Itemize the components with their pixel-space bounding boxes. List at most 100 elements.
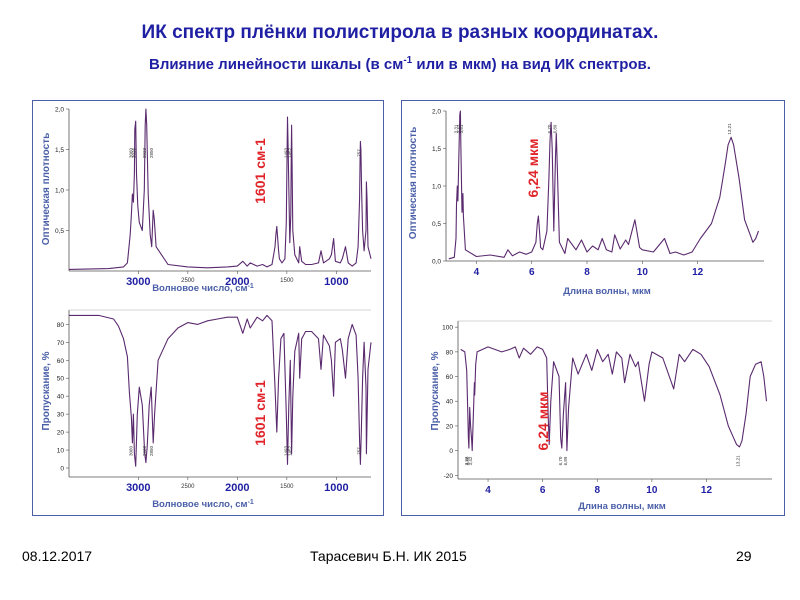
- footer-date: 08.12.2017: [22, 548, 93, 564]
- x-tick-label: 4: [474, 267, 480, 278]
- x-axis-label-superscript: -1: [248, 499, 254, 506]
- spectrum-line: [448, 110, 760, 260]
- x-tick-label: 6: [540, 485, 546, 496]
- y-tick-label: 20: [446, 423, 454, 430]
- x-axis-label: Волновое число, см-1: [152, 283, 254, 294]
- peak-label: 13,21: [727, 123, 732, 135]
- x-tick-label-minor: 1500: [280, 278, 294, 284]
- peak-label: 757: [356, 447, 361, 455]
- y-tick-label: 1,0: [432, 184, 441, 191]
- peak-label: 2850: [149, 445, 154, 456]
- x-axis-label: Волновое число, см-1: [152, 499, 254, 510]
- y-tick-label: 0,5: [55, 228, 64, 235]
- y-axis-label: Оптическая плотность: [408, 127, 419, 239]
- x-tick-label: 10: [646, 485, 658, 496]
- peak-label: 2850: [149, 147, 154, 158]
- spectrum-line: [68, 108, 372, 270]
- y-tick-label: 40: [57, 394, 65, 401]
- peak-label: 1452: [288, 445, 293, 456]
- annotation-peak-label: 1601 см-1: [252, 380, 268, 446]
- y-tick-label: 80: [57, 322, 65, 329]
- peak-label: 757: [356, 149, 361, 157]
- peak-label: 3,42: [468, 456, 473, 465]
- x-tick-label: 4: [485, 485, 491, 496]
- slide-title: ИК спектр плёнки полистирола в разных ко…: [141, 22, 659, 43]
- peak-label: 3,30: [465, 456, 470, 465]
- x-tick-label-major: 1000: [324, 276, 348, 288]
- x-tick-label: 12: [692, 267, 704, 278]
- footer-author: Тарасевич Б.Н. ИК 2015: [310, 548, 467, 564]
- y-tick-label: 70: [57, 340, 65, 347]
- peak-label: 1493: [284, 445, 289, 456]
- peak-label: 3,42: [456, 124, 461, 133]
- subtitle-superscript: -1: [403, 55, 413, 66]
- x-tick-label-major: 3000: [126, 276, 150, 288]
- x-tick-label: 8: [594, 485, 600, 496]
- y-tick-label: 20: [57, 430, 65, 437]
- x-tick-label: 8: [584, 267, 590, 278]
- annotation-peak-label: 6,24 мкм: [525, 139, 541, 198]
- y-tick-label: 60: [446, 374, 454, 381]
- x-tick-label: 10: [637, 267, 649, 278]
- peak-label: 6,70: [547, 124, 552, 133]
- peak-label: 3,31: [453, 124, 458, 133]
- chart-absorbance-wavelength: 0,0 0,5 1,0 1,5 2,0 4 6 8 10 12 Оптическая плотнос…: [408, 109, 764, 297]
- x-tick-label-minor: 2500: [181, 484, 195, 490]
- annotation-peak-label: 6,24 мкм: [535, 392, 551, 451]
- peak-label: 13,21: [736, 455, 741, 467]
- y-axis-label: Оптическая плотность: [41, 133, 52, 245]
- x-tick-label-minor: 1500: [280, 484, 294, 490]
- annotation-peak-label: 1601 см-1: [252, 138, 268, 204]
- peak-label: 2923: [142, 147, 147, 158]
- x-tick-label: 6: [529, 267, 535, 278]
- y-tick-label: 1,0: [55, 188, 64, 195]
- chart-transmission-wavelength: -20 0 20 40 60 80 100 4 6 8 10 12 Пропускание, % Длин…: [430, 320, 772, 512]
- x-axis-label-superscript: -1: [248, 283, 254, 290]
- footer-page-number: 29: [736, 548, 752, 564]
- chart-transmission-wavenumber: 0 10 20 30 40 50 60 70 80 3000 2000 1000 2500 1500 Про…: [41, 309, 372, 510]
- peak-label: 6,70: [558, 456, 563, 465]
- peak-label: 6,89: [563, 456, 568, 465]
- x-axis-label: Длина волны, мкм: [578, 501, 666, 512]
- spectrum-line: [69, 314, 372, 467]
- peak-label: 3,51: [459, 124, 464, 133]
- peak-label: 2923: [142, 445, 147, 456]
- y-tick-label: 0: [60, 466, 64, 473]
- x-axis-label: Длина волны, мкм: [563, 286, 651, 297]
- peak-label: 1493: [284, 147, 289, 158]
- peak-label: 3060: [128, 147, 133, 158]
- y-axis-label: Пропускание, %: [430, 351, 441, 430]
- y-tick-label: 100: [442, 325, 453, 332]
- x-tick-label: 12: [701, 485, 713, 496]
- y-tick-label: 60: [57, 358, 65, 365]
- chart-absorbance-wavenumber: 0,5 1,0 1,5 2,0 3000 2000 1000 2500 1500 Оптическ…: [41, 107, 372, 294]
- y-tick-label: 10: [57, 448, 65, 455]
- subtitle-text-pre: Влияние линейности шкалы (в см: [149, 56, 404, 73]
- x-tick-label-major: 1000: [324, 482, 348, 494]
- y-tick-label: 0,5: [432, 221, 441, 228]
- panel-wavenumber: 0,5 1,0 1,5 2,0 3000 2000 1000 2500 1500 Оптическ…: [32, 100, 384, 516]
- spectrum-line: [460, 346, 768, 452]
- peak-label: 6,89: [552, 124, 557, 133]
- y-tick-label: -20: [444, 473, 454, 480]
- y-tick-label: 2,0: [432, 109, 441, 116]
- y-tick-label: 0,0: [432, 259, 441, 266]
- y-tick-label: 50: [57, 376, 65, 383]
- slide-subtitle: Влияние линейности шкалы (в см-1 или в м…: [0, 55, 800, 73]
- peak-label: 3060: [128, 445, 133, 456]
- panel-wavelength: 0,0 0,5 1,0 1,5 2,0 4 6 8 10 12 Оптическая плотнос…: [401, 100, 785, 516]
- x-tick-label-major: 2000: [225, 276, 249, 288]
- y-tick-label: 1,5: [55, 147, 64, 154]
- x-tick-label-minor: 2500: [181, 278, 195, 284]
- x-tick-label-major: 3000: [126, 482, 150, 494]
- peak-label: 3,27: [464, 456, 469, 465]
- y-tick-label: 2,0: [55, 107, 64, 114]
- y-tick-label: 0: [449, 448, 453, 455]
- peak-label: 3026: [132, 147, 137, 158]
- y-tick-label: 30: [57, 412, 65, 419]
- y-tick-label: 1,5: [432, 146, 441, 153]
- subtitle-text-post: или в мкм) на вид ИК спектров.: [412, 56, 651, 73]
- y-axis-label: Пропускание, %: [41, 351, 52, 430]
- y-tick-label: 80: [446, 349, 454, 356]
- x-tick-label-major: 2000: [225, 482, 249, 494]
